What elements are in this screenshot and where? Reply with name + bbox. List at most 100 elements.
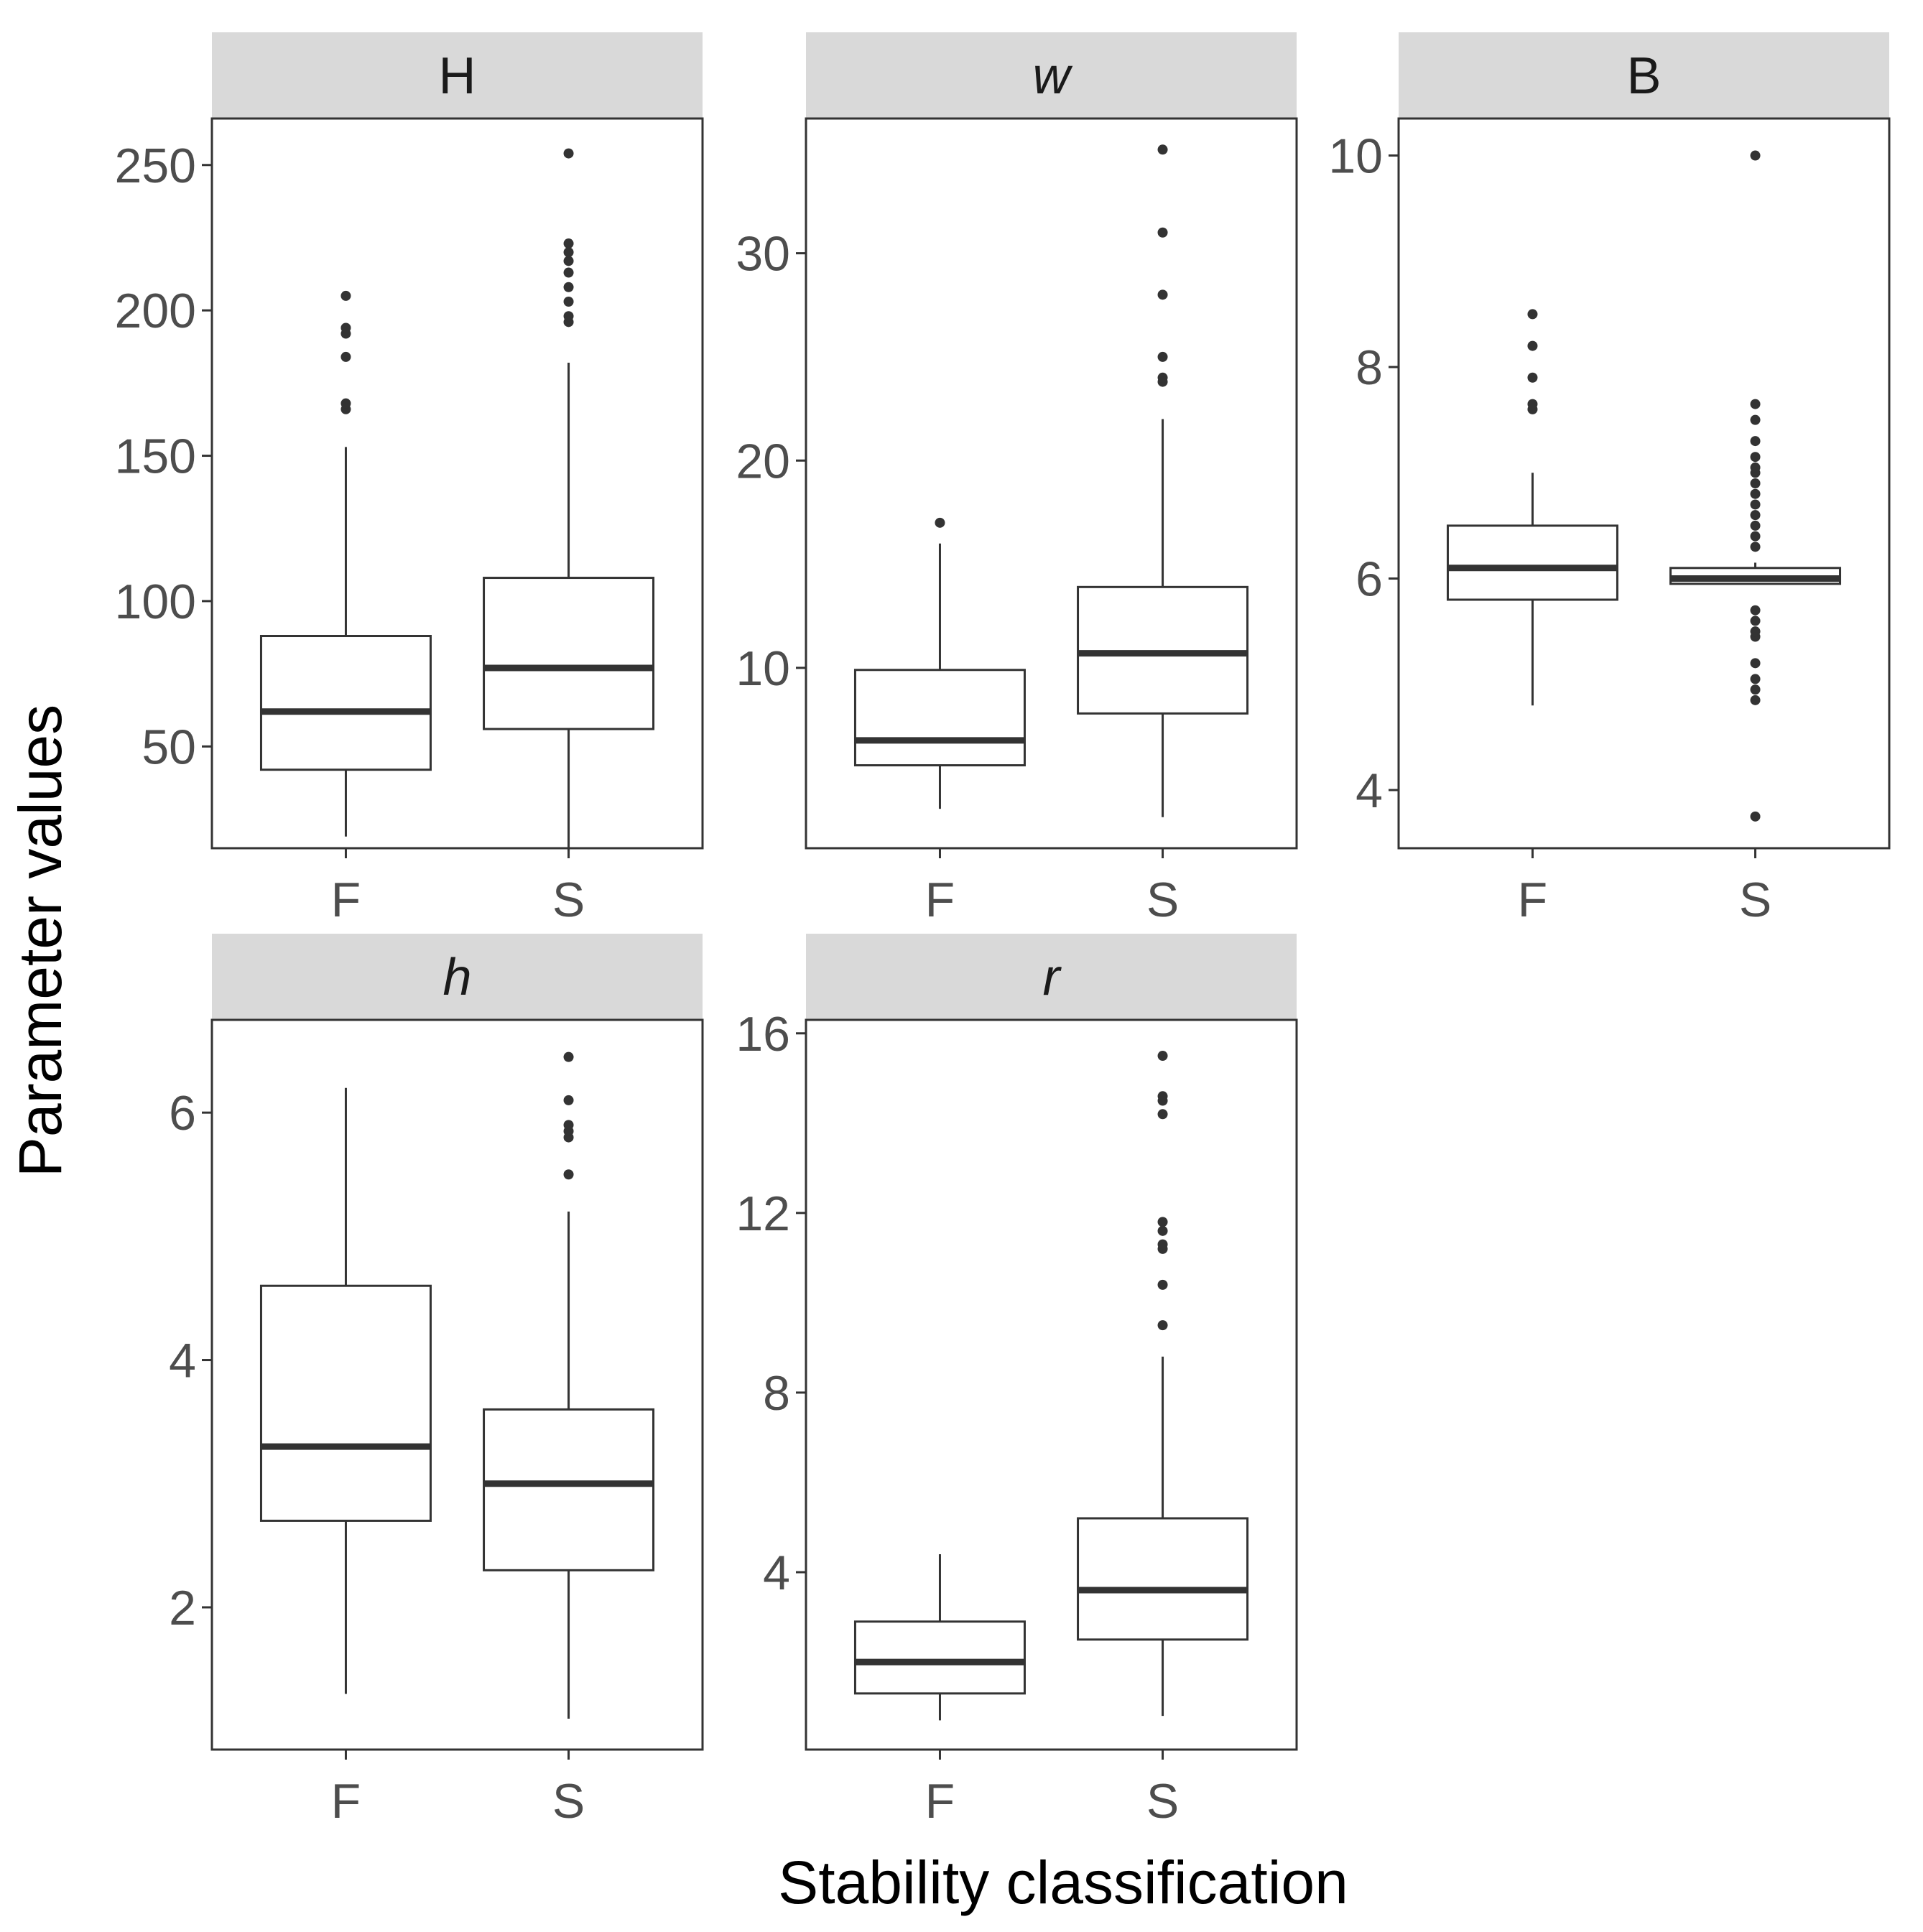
x-tick-label-h-F: F <box>331 1774 361 1829</box>
outlier-point <box>340 322 351 333</box>
outlier-point <box>563 311 574 322</box>
outlier-point <box>1527 340 1538 351</box>
x-tick-label-H-F: F <box>331 873 361 927</box>
outlier-point <box>563 1051 574 1062</box>
x-axis-title: Stability classification <box>778 1849 1348 1916</box>
iqr-box <box>853 669 1026 767</box>
box-B-S <box>1669 150 1842 822</box>
iqr-box <box>853 1620 1026 1695</box>
outlier-point <box>1157 1109 1168 1120</box>
y-tick-label-h: 6 <box>169 1086 196 1141</box>
y-tick-label-B: 10 <box>1328 129 1383 184</box>
outlier-point <box>563 1120 574 1130</box>
box-h-S <box>483 1051 655 1719</box>
panel-border-r <box>805 1018 1298 1751</box>
outlier-point <box>563 297 574 307</box>
strip-B <box>1399 32 1889 119</box>
outlier-point <box>1157 1217 1168 1227</box>
outlier-point <box>563 1095 574 1105</box>
outlier-point <box>1750 520 1761 531</box>
strip-H <box>212 32 703 119</box>
y-tick-label-r: 4 <box>763 1546 790 1600</box>
outlier-point <box>1157 227 1168 238</box>
box-B-F <box>1446 309 1618 706</box>
x-tick-label-H-S: S <box>552 873 585 927</box>
panel-B: B 4 6 8 10 F S <box>1328 32 1891 927</box>
panel-border-H <box>210 117 704 850</box>
panel-border-w <box>805 117 1298 850</box>
y-tick-label-B: 6 <box>1356 552 1383 607</box>
outlier-point <box>1750 616 1761 626</box>
y-tick-label-h: 4 <box>169 1334 196 1388</box>
outlier-point <box>1750 436 1761 447</box>
outlier-point <box>1157 1239 1168 1250</box>
outlier-point <box>340 290 351 301</box>
outlier-point <box>1750 399 1761 409</box>
outlier-point <box>1750 658 1761 669</box>
outlier-point <box>1750 452 1761 463</box>
panel-border-B <box>1397 117 1891 850</box>
outlier-point <box>1157 351 1168 362</box>
outlier-point <box>1750 811 1761 822</box>
box-w-S <box>1077 144 1249 817</box>
iqr-box <box>1446 524 1618 601</box>
y-tick-label-r: 8 <box>763 1366 790 1421</box>
outlier-point <box>563 282 574 292</box>
x-tick-label-B-S: S <box>1739 873 1771 927</box>
outlier-point <box>340 351 351 362</box>
outlier-point <box>1157 1320 1168 1331</box>
strip-r <box>806 934 1297 1020</box>
y-tick-label-h: 2 <box>169 1581 196 1635</box>
x-tick-label-h-S: S <box>552 1774 585 1829</box>
box-h-F <box>259 1087 432 1694</box>
y-tick-label-B: 4 <box>1356 763 1383 818</box>
outlier-point <box>1157 1091 1168 1102</box>
outlier-point <box>1157 1051 1168 1062</box>
y-tick-label-w: 30 <box>736 227 790 282</box>
y-tick-label-r: 12 <box>736 1186 790 1241</box>
outlier-point <box>563 247 574 258</box>
iqr-box <box>259 1284 432 1522</box>
outlier-point <box>1750 674 1761 684</box>
box-w-F <box>853 517 1026 809</box>
strip-h <box>212 934 703 1020</box>
outlier-point <box>1527 399 1538 409</box>
outlier-point <box>563 238 574 249</box>
y-tick-label-H: 200 <box>115 284 196 338</box>
x-tick-label-w-S: S <box>1146 873 1179 927</box>
panel-r: r 4 8 12 16 F S <box>736 934 1298 1829</box>
outlier-point <box>563 148 574 159</box>
y-tick-label-B: 8 <box>1356 340 1383 395</box>
outlier-point <box>1527 372 1538 383</box>
iqr-box <box>483 1408 655 1571</box>
outlier-point <box>1750 488 1761 499</box>
outlier-point <box>1750 695 1761 705</box>
x-tick-label-w-F: F <box>925 873 955 927</box>
strip-label-h: h <box>442 949 471 1006</box>
outlier-point <box>1750 478 1761 488</box>
y-tick-label-r: 16 <box>736 1007 790 1062</box>
strip-label-r: r <box>1043 949 1062 1006</box>
outlier-point <box>1157 289 1168 300</box>
strip-label-H: H <box>439 47 476 105</box>
strip-label-w: w <box>1033 47 1073 105</box>
outlier-point <box>1157 372 1168 383</box>
strip-w <box>806 32 1297 119</box>
outlier-point <box>340 398 351 409</box>
outlier-point <box>563 1169 574 1180</box>
panel-w: w 10 20 30 F S <box>736 32 1298 927</box>
x-tick-label-r-S: S <box>1146 1774 1179 1829</box>
outlier-point <box>935 517 945 528</box>
outlier-point <box>563 267 574 278</box>
outlier-point <box>1157 1279 1168 1290</box>
box-r-S <box>1077 1051 1249 1717</box>
outlier-point <box>1750 150 1761 161</box>
strip-label-B: B <box>1626 47 1661 105</box>
y-tick-label-H: 50 <box>142 720 196 774</box>
outlier-point <box>1157 1225 1168 1236</box>
iqr-box <box>1077 1517 1249 1641</box>
outlier-point <box>1750 684 1761 695</box>
outlier-point <box>563 256 574 266</box>
outlier-point <box>1750 499 1761 510</box>
